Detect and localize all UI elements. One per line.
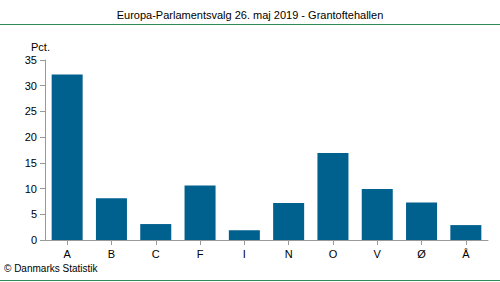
svg-text:V: V <box>374 248 382 260</box>
svg-text:C: C <box>152 248 160 260</box>
svg-text:Å: Å <box>462 248 470 260</box>
svg-text:Ø: Ø <box>417 248 426 260</box>
svg-text:N: N <box>285 248 293 260</box>
svg-text:10: 10 <box>25 183 37 195</box>
svg-text:© Danmarks Statistik: © Danmarks Statistik <box>4 263 99 274</box>
svg-text:A: A <box>63 248 71 260</box>
svg-text:I: I <box>243 248 246 260</box>
svg-text:35: 35 <box>25 54 37 66</box>
svg-text:25: 25 <box>25 105 37 117</box>
svg-text:20: 20 <box>25 131 37 143</box>
svg-text:5: 5 <box>31 208 37 220</box>
svg-text:F: F <box>197 248 204 260</box>
svg-text:O: O <box>329 248 338 260</box>
svg-text:30: 30 <box>25 80 37 92</box>
svg-text:Europa-Parlamentsvalg 26. maj: Europa-Parlamentsvalg 26. maj 2019 - Gra… <box>117 9 384 21</box>
svg-text:Pct.: Pct. <box>31 41 50 53</box>
svg-text:B: B <box>108 248 115 260</box>
svg-text:0: 0 <box>31 234 37 246</box>
svg-text:15: 15 <box>25 157 37 169</box>
